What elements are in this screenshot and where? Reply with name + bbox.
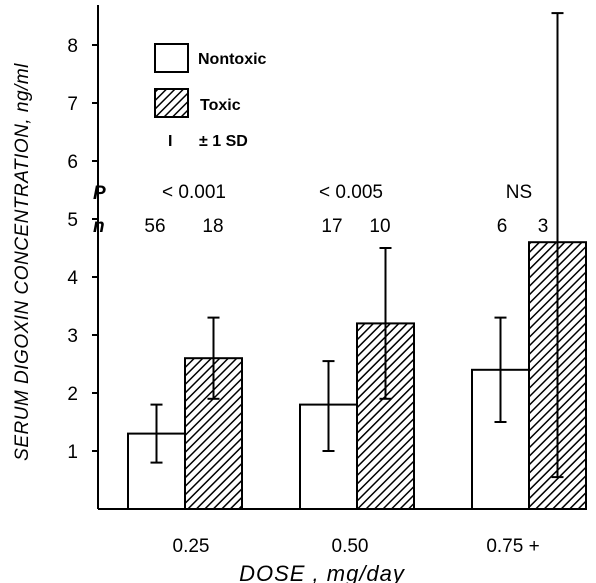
y-tick-label: 8 [67,36,78,57]
n-value: 18 [202,216,223,237]
error-bars [150,12,564,479]
legend-sd-symbol: I [168,133,172,150]
legend-swatch-nontoxic [154,43,189,73]
n-label: n [93,216,105,237]
bars [127,241,587,511]
p-value: NS [506,182,532,203]
x-tick-label: 0.25 [173,536,210,557]
y-ticks: 1 2 3 4 5 6 7 8 [67,36,98,463]
y-tick-label: 1 [67,442,78,463]
x-tick-label: 0.75 + [486,536,539,557]
y-tick-label: 6 [67,152,78,173]
legend-swatch-toxic [154,88,189,118]
n-value: 3 [538,216,549,237]
n-value: 56 [144,216,165,237]
n-value: 10 [369,216,390,237]
y-axis-title: SERUM DIGOXIN CONCENTRATION, ng/ml [12,63,33,461]
legend-label-nontoxic: Nontoxic [198,51,267,68]
p-value: < 0.005 [319,182,383,203]
y-tick-label: 5 [67,210,78,231]
bar-nontoxic [471,368,530,510]
p-label: P [93,183,106,204]
y-tick-label: 3 [67,326,78,347]
y-tick-label: 2 [67,384,78,405]
legend-sd-label: ± 1 SD [199,133,248,150]
n-value: 6 [497,216,508,237]
legend-label-toxic: Toxic [200,97,241,114]
n-value: 17 [321,216,342,237]
x-tick-label: 0.50 [332,536,369,557]
p-value: < 0.001 [162,182,226,203]
y-tick-label: 4 [67,268,78,289]
x-axis-title: DOSE , mg/day [239,561,406,583]
y-tick-label: 7 [67,94,78,115]
